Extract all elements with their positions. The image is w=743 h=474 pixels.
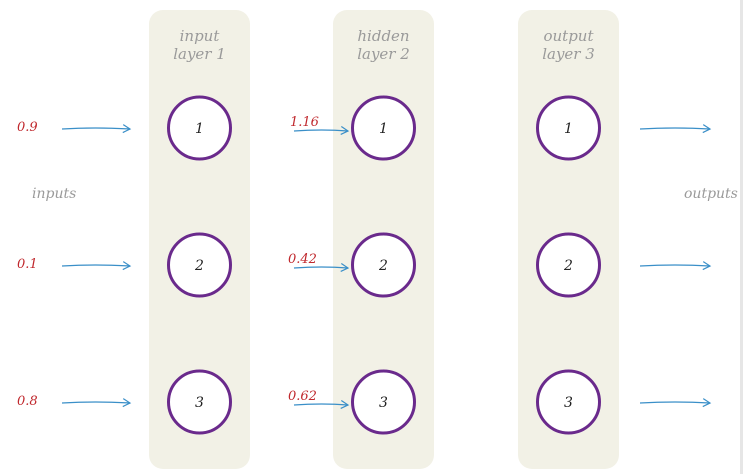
layer-title-input: input [180,27,221,45]
output-arrow-1 [639,124,712,134]
output-arrow-3 [639,398,712,408]
layer-subtitle-output: layer 3 [542,45,595,63]
hidden-arrow-2 [293,262,350,272]
hidden-input-2: 0.42 [288,252,317,267]
output-node-3-label: 3 [564,395,573,411]
hidden-node-3-label: 3 [379,395,388,411]
hidden-input-1: 1.16 [290,115,319,130]
input-node-3 [167,369,232,435]
hidden-input-3: 0.62 [288,389,317,404]
hidden-node-3 [351,369,416,435]
inputs-label: inputs [32,186,76,202]
layer-title-output: output [543,27,594,45]
hidden-node-2-label: 2 [378,258,388,274]
input-node-2 [167,232,232,298]
layer-subtitle-input: layer 1 [173,45,226,63]
input-value-1: 0.9 [17,120,38,135]
output-arrow-2 [639,261,712,271]
output-node-1 [536,95,601,161]
layer-subtitle-hidden: layer 2 [357,45,410,63]
output-node-1-label: 1 [564,121,573,137]
hidden-arrow-3 [293,399,350,409]
input-value-3: 0.8 [17,394,38,409]
input-node-1-label: 1 [195,121,204,137]
input-node-2-label: 2 [194,258,204,274]
hidden-node-1-label: 1 [379,121,388,137]
output-node-2-label: 2 [563,258,573,274]
output-node-3 [536,369,601,435]
input-node-1 [167,95,232,161]
input-arrow-1 [61,124,132,134]
right-edge-strip [740,0,743,474]
input-arrow-3 [61,398,132,408]
hidden-arrow-1 [293,125,350,135]
hidden-node-1 [351,95,416,161]
outputs-label: outputs [684,186,738,202]
input-node-3-label: 3 [195,395,204,411]
output-node-2 [536,232,601,298]
layer-title-hidden: hidden [357,27,409,45]
hidden-node-2 [351,232,416,298]
input-value-2: 0.1 [17,257,38,272]
input-arrow-2 [61,261,132,271]
